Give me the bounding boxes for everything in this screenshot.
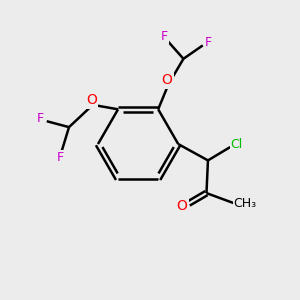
- Text: O: O: [86, 93, 97, 107]
- Text: Cl: Cl: [231, 138, 243, 151]
- Text: O: O: [162, 74, 172, 88]
- Text: F: F: [56, 151, 64, 164]
- Text: F: F: [205, 36, 212, 49]
- Text: O: O: [177, 200, 188, 214]
- Text: CH₃: CH₃: [233, 197, 257, 210]
- Text: F: F: [160, 30, 168, 43]
- Text: F: F: [37, 112, 44, 125]
